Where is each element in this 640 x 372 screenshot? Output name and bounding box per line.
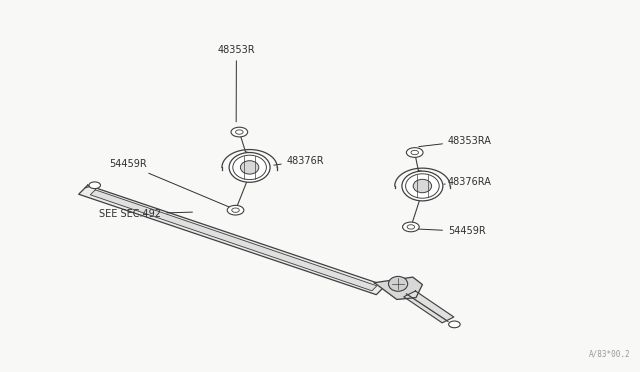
Text: 48376RA: 48376RA: [444, 177, 492, 187]
Circle shape: [406, 148, 423, 157]
Polygon shape: [374, 277, 422, 299]
Polygon shape: [79, 185, 385, 295]
Ellipse shape: [413, 179, 431, 193]
Circle shape: [232, 208, 239, 212]
Circle shape: [449, 321, 460, 328]
Polygon shape: [90, 190, 377, 291]
Text: A/83*00.2: A/83*00.2: [589, 350, 630, 359]
Circle shape: [89, 182, 100, 189]
Circle shape: [411, 150, 419, 155]
Text: 48353RA: 48353RA: [419, 136, 492, 147]
Ellipse shape: [233, 155, 266, 180]
Ellipse shape: [229, 153, 270, 182]
Circle shape: [231, 127, 248, 137]
Text: 48376R: 48376R: [274, 156, 324, 166]
Ellipse shape: [388, 276, 408, 291]
Polygon shape: [404, 291, 454, 323]
Circle shape: [403, 222, 419, 232]
Text: 54459R: 54459R: [109, 160, 230, 207]
Ellipse shape: [241, 161, 259, 174]
Circle shape: [236, 130, 243, 134]
Text: 54459R: 54459R: [415, 227, 486, 236]
Text: 48353R: 48353R: [218, 45, 255, 122]
Circle shape: [407, 225, 415, 229]
Ellipse shape: [406, 174, 439, 198]
Circle shape: [227, 205, 244, 215]
Ellipse shape: [402, 171, 443, 201]
Text: SEE SEC.492: SEE SEC.492: [99, 209, 193, 219]
